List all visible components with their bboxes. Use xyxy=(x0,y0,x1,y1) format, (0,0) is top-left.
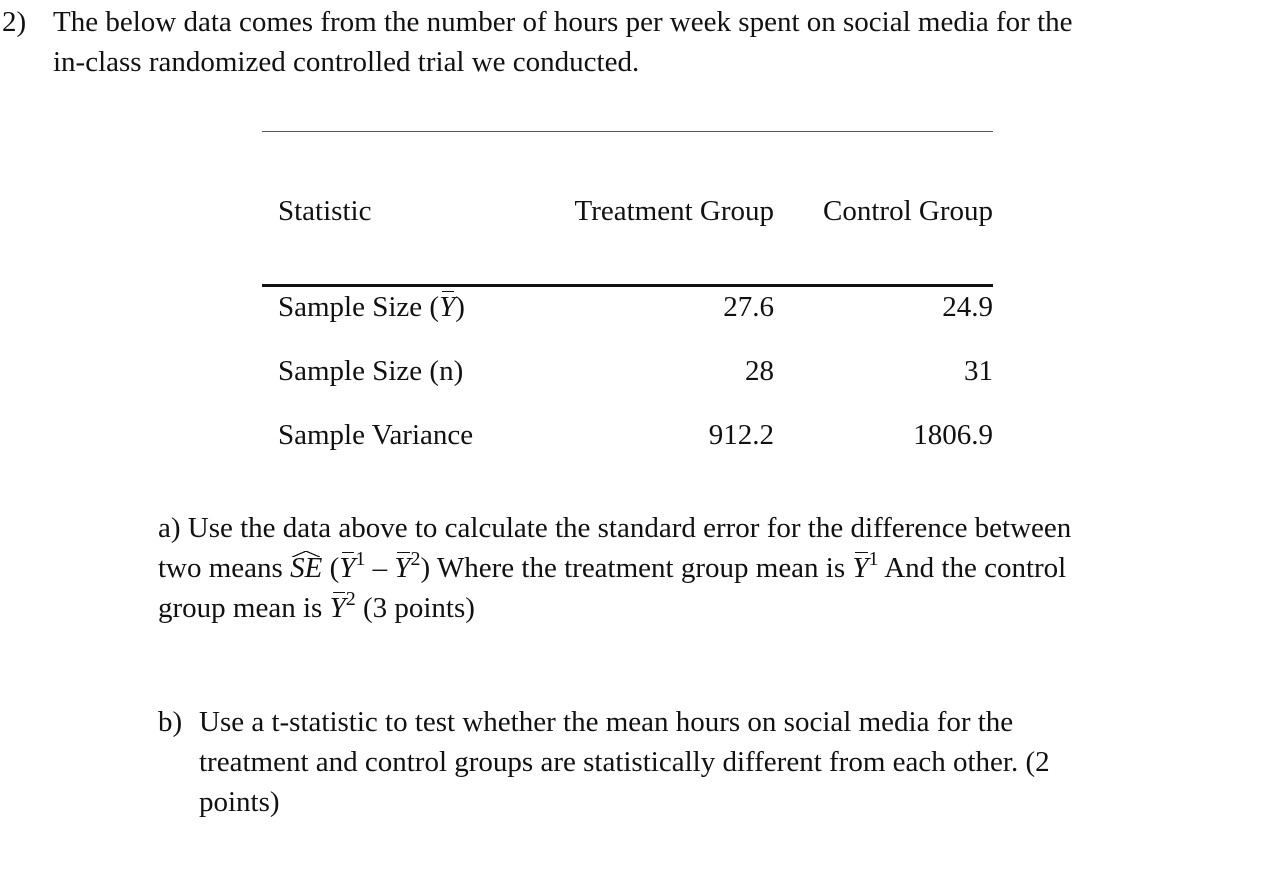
part-a-line-3: group mean is Y2 (3 points) xyxy=(158,588,475,628)
part-b-line-1: Use a t-statistic to test whether the me… xyxy=(199,706,1014,738)
header-control-group: Control Group xyxy=(823,195,993,227)
question-number: 2) xyxy=(2,6,27,38)
part-a-line-1: a) Use the data above to calculate the s… xyxy=(158,512,1072,544)
part-b-label: b) xyxy=(158,706,183,738)
row-label-sample-variance: Sample Variance xyxy=(278,419,474,451)
question-text-line-2: in-class randomized controlled trial we … xyxy=(53,46,640,78)
control-value: 31 xyxy=(964,355,993,387)
part-a-line-2: two means SE (Y1 – Y2) Where the treatme… xyxy=(158,548,1066,588)
table-top-rule xyxy=(262,131,993,132)
control-value: 24.9 xyxy=(942,291,993,323)
part-b-line-3: points) xyxy=(199,786,280,818)
treatment-value: 28 xyxy=(745,355,774,387)
se-hat-symbol: SE xyxy=(290,548,322,588)
part-b-line-2: treatment and control groups are statist… xyxy=(199,746,1050,778)
treatment-value: 27.6 xyxy=(723,291,774,323)
table-header-rule xyxy=(262,284,993,287)
header-statistic: Statistic xyxy=(278,195,372,227)
control-value: 1806.9 xyxy=(913,419,993,451)
y-bar-symbol: Y xyxy=(439,287,455,327)
row-label-sample-size-mean: Sample Size (Y) xyxy=(278,287,465,327)
row-label-sample-size-n: Sample Size (n) xyxy=(278,355,464,387)
treatment-value: 912.2 xyxy=(708,419,774,451)
header-treatment-group: Treatment Group xyxy=(574,195,775,227)
question-text-line-1: The below data comes from the number of … xyxy=(53,6,1073,38)
